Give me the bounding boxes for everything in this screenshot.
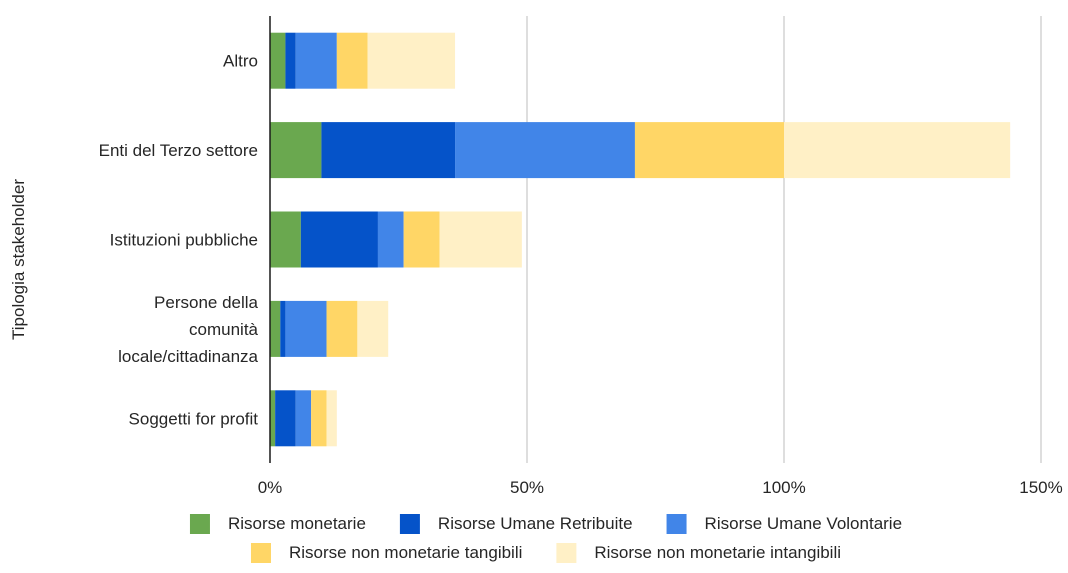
x-tick-label: 0% [258,478,283,497]
legend-label: Risorse monetarie [228,514,366,533]
bar-segment [326,390,337,447]
category-label-line: locale/cittadinanza [118,347,258,366]
legend-swatch [666,514,687,534]
x-tick-label: 50% [510,478,544,497]
bar-segment [439,211,522,268]
legend-label: Risorse non monetarie tangibili [289,543,522,562]
legend-swatch [189,514,210,534]
category-label: Istituzioni pubbliche [110,231,258,250]
bar-segment [295,32,337,89]
x-tick-label: 150% [1019,478,1062,497]
bar-segment [321,122,456,179]
bar-segment [403,211,440,268]
bar-segment [311,390,327,447]
category-label-line: comunità [189,320,259,339]
category-label-line: Istituzioni pubbliche [110,231,258,250]
bar-segment [357,300,389,357]
bar-segment [270,32,286,89]
category-label-line: Persone della [154,293,259,312]
legend-item: Risorse non monetarie intangibili [556,543,841,563]
bar-segment [270,390,276,447]
legend-label: Risorse Umane Retribuite [438,514,633,533]
bar-segment [270,122,322,179]
category-label: Soggetti for profit [129,409,259,428]
category-label-line: Soggetti for profit [129,409,259,428]
x-tick-label: 100% [762,478,805,497]
legend-swatch [399,514,420,534]
bar-segment [295,390,312,447]
bar-segment [300,211,378,268]
legend-label: Risorse Umane Volontarie [705,514,902,533]
legend-item: Risorse Umane Retribuite [399,514,633,534]
bar-segment [367,32,456,89]
legend-item: Risorse non monetarie tangibili [250,543,522,563]
y-axis-title: Tipologia stakeholder [9,179,28,340]
category-label: Persone della comunità locale/cittadinanza [118,293,258,366]
legend-swatch [250,543,271,563]
category-label: Altro [223,52,258,71]
bar-segment [270,300,281,357]
bar-segment [285,300,327,357]
bar-segment [275,390,296,447]
bar-segment [455,122,635,179]
bar-segment [280,300,286,357]
bar-segment [784,122,1011,179]
category-label-line: Altro [223,52,258,71]
bar-segment [634,122,784,179]
legend-item: Risorse Umane Volontarie [666,514,902,534]
category-label: Enti del Terzo settore [99,141,258,160]
bar-segment [336,32,368,89]
bar-segment [285,32,296,89]
legend-label: Risorse non monetarie intangibili [594,543,841,562]
category-label-line: Enti del Terzo settore [99,141,258,160]
bar-segment [326,300,358,357]
legend-swatch [556,543,577,563]
bar-segment [377,211,404,268]
legend-item: Risorse monetarie [189,514,366,534]
bar-segment [270,211,301,268]
